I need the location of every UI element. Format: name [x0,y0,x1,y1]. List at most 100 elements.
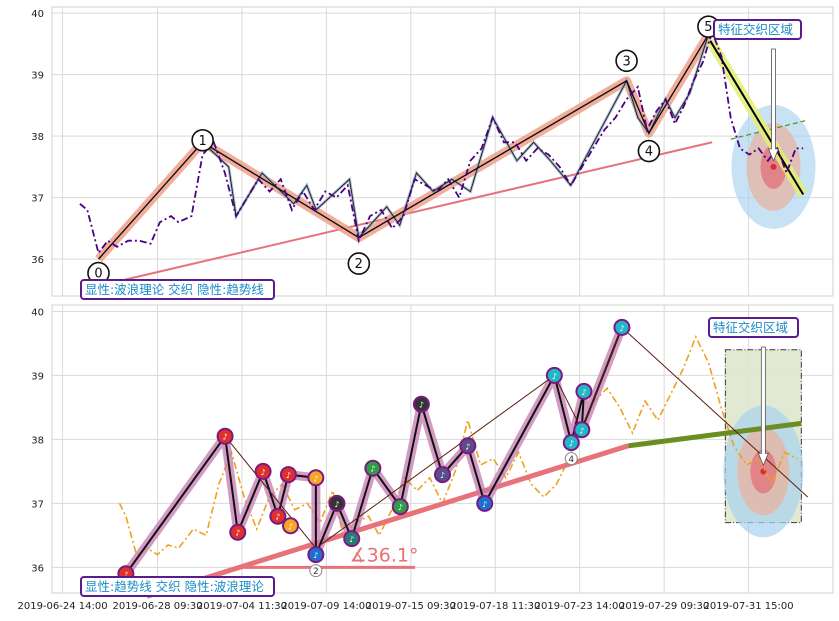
wave-marker [307,469,325,487]
y-tick-label: 39 [31,71,44,82]
legend-label-text: 显性:波浪理论 交织 隐性:趋势线 [85,282,264,297]
wave-marker [391,498,409,516]
price-line [118,335,798,556]
wave-marker-glyph: ♪ [223,433,228,442]
wave-marker [307,546,325,564]
wave-line [97,34,709,260]
wave-marker [476,494,494,512]
x-tick-label: 2019-06-28 09:30 [112,601,202,612]
wave-label: 3 [622,54,630,69]
wave-marker-glyph: ♪ [581,388,586,397]
wave-marker-glyph: ♪ [569,439,574,448]
y-tick-label: 36 [31,563,44,574]
legend-label-box [80,279,275,300]
wave-marker-glyph: ♪ [288,522,293,531]
wave-label-circle [191,128,214,152]
wave-label: 5 [704,20,712,35]
zone-center [760,468,767,475]
x-tick-label: 2019-07-04 11:30 [197,601,287,612]
trendline [146,443,629,599]
wave-marker [573,421,591,439]
wave-label: 0 [94,267,102,282]
wave-marker [216,427,234,445]
zone-arrow [757,346,769,467]
secondary-wave [224,326,809,549]
y-tick-label: 37 [31,194,44,205]
plot-frame [51,304,834,594]
wave-marker-glyph: ♪ [334,500,339,509]
wave-marker [254,462,272,480]
price-line [79,28,804,256]
wave-label-circle [637,139,661,163]
wave-marker [613,318,631,336]
wave-marker [575,382,593,400]
zone-label-text: 特征交织区域 [718,22,793,37]
wave-marker-glyph: ♪ [313,474,318,483]
wave-marker-glyph: ♪ [579,426,584,435]
wave-marker-glyph: ♪ [261,468,266,477]
wave-marker-glyph: ♪ [398,503,403,512]
trendline [107,141,713,285]
channel-line [730,120,806,140]
x-tick-label: 2019-07-29 09:30 [619,601,709,612]
wave-number-circle [309,564,323,578]
wave-number: 4 [568,455,574,465]
y-tick-label: 36 [31,255,44,266]
zone-center [770,163,777,170]
wave-marker-glyph: ♪ [313,551,318,560]
legend-label-box [80,576,275,597]
wave-marker-glyph: ♪ [552,372,557,381]
wave-marker-glyph: ♪ [286,471,291,480]
wave-label: 1 [198,134,206,149]
wave-marker-glyph: ♪ [619,324,624,333]
legend-label-text: 显性:趋势线 交织 隐性:波浪理论 [85,579,264,594]
zone-label-box [708,317,799,338]
zone-label-text: 特征交织区域 [713,320,788,335]
wave-marker [412,395,430,413]
channel-line [627,420,802,449]
y-tick-label: 38 [31,132,44,143]
wave-marker-glyph: ♪ [349,535,354,544]
wave-marker [562,434,580,452]
wave-marker [545,366,563,384]
wave-marker-glyph: ♪ [123,570,128,579]
wave-label: 2 [355,257,363,272]
y-tick-label: 40 [31,9,44,20]
wave-marker-glyph: ♪ [465,442,470,451]
wave-marker [229,523,247,541]
wave-marker-glyph: ♪ [275,513,280,522]
wave-marker [328,494,346,512]
wave-marker-glyph: ♪ [370,465,375,474]
zone-label-box [713,19,802,40]
angle-label: ∡36.1° [350,544,419,566]
bottom-panel: 3637383940♪♪♪♪♪♪♪♪♪♪♪♪♪♪♪♪♪♪♪♪♪♪240∡36.1… [31,304,834,599]
wave-marker [434,466,451,484]
wave-number-circle [564,452,578,466]
x-tick-label: 2019-07-09 14:00 [281,601,371,612]
wave-number: 2 [313,567,319,577]
wave-marker-glyph: ♪ [419,401,424,410]
x-tick-label: 2019-06-24 14:00 [17,601,107,612]
y-tick-label: 38 [31,435,44,446]
x-tick-label: 2019-07-15 09:30 [366,601,456,612]
y-tick-label: 40 [31,307,44,318]
wave-marker [343,530,361,548]
y-tick-label: 39 [31,371,44,382]
wave-label-circle [347,252,371,275]
x-tick-label: 2019-07-31 15:00 [704,601,794,612]
wave-marker-glyph: ♪ [482,500,487,509]
wave-marker [364,459,382,477]
wave-marker [269,507,287,525]
wave-marker [459,437,477,455]
zone-arrow [767,48,780,162]
x-axis: 2019-06-24 14:00 2019-06-28 09:302019-07-… [17,601,793,612]
wave-marker-glyph: ♪ [440,471,445,480]
y-tick-label: 37 [31,499,44,510]
wave-label: 4 [645,145,653,160]
wave-marker [279,466,297,484]
x-tick-label: 2019-07-23 14:00 [535,601,625,612]
wave-marker [282,517,300,535]
